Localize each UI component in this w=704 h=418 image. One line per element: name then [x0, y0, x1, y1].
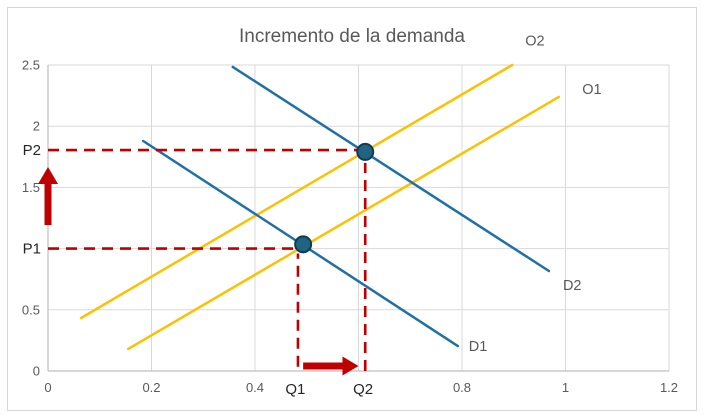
supply-shifted-line-o2	[79, 63, 514, 320]
x-tick-label: 0.4	[246, 380, 264, 395]
x-tick-label: 0.2	[142, 380, 160, 395]
y-tick-label: 0.5	[22, 302, 40, 317]
chart-frame-border	[7, 7, 697, 411]
axis-annotation-q2: Q2	[353, 381, 373, 398]
axis-annotation-q1: Q1	[285, 381, 305, 398]
axis-annotation-p1: P1	[23, 241, 41, 258]
y-tick-label: 1.5	[22, 180, 40, 195]
x-tick-label: 0.8	[453, 380, 471, 395]
supply-line-o1	[126, 95, 561, 351]
y-tick-label: 2	[33, 119, 40, 134]
demand-shifted-line-d2	[231, 65, 551, 273]
quantity-increase-arrow	[342, 356, 359, 376]
series-label-d1: D1	[469, 339, 488, 355]
series-label-o2: O2	[525, 34, 544, 50]
equilibrium-point-e2	[356, 142, 375, 161]
y-tick-label: 0	[33, 364, 40, 379]
price-increase-arrow	[38, 166, 58, 184]
series-label-d2: D2	[563, 278, 582, 294]
equilibrium-point-e1	[294, 235, 313, 254]
x-tick-label: 1.2	[660, 380, 678, 395]
axis-annotation-p2: P2	[23, 142, 41, 159]
series-label-o1: O1	[582, 82, 601, 98]
chart-title: Incremento de la demanda	[239, 26, 465, 47]
x-tick-label: 1	[562, 380, 569, 395]
y-tick-label: 2.5	[22, 58, 40, 73]
x-tick-label: 0	[44, 380, 51, 395]
